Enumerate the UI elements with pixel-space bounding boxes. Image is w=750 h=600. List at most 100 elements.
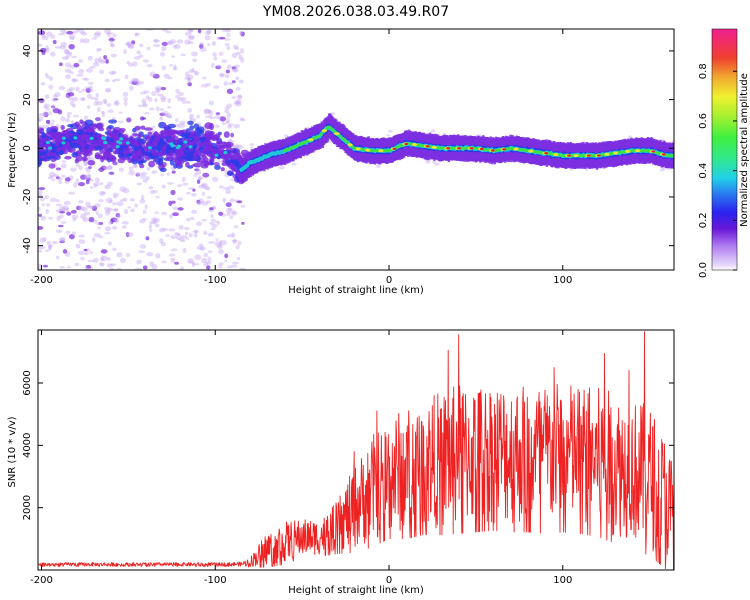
spectrogram-frame [37,28,675,271]
spectrogram-y-label: Frequency (Hz) [7,112,18,188]
spectrogram-noise-cell [69,71,75,74]
spectrogram-band-cell [154,158,164,163]
spectrogram-noise-cell [38,118,42,122]
spectrogram-noise-cell [57,224,64,228]
spectrogram-noise-cell [156,93,164,97]
spectrogram-noise-cell [175,235,182,240]
spectrogram-band-cell [630,149,635,153]
spectrogram-noise-cell [91,205,98,212]
spectrogram-noise-cell [49,197,57,203]
spectrogram-band-cell [147,131,153,136]
spectrogram-noise-cell [160,86,167,91]
spectrogram-noise-cell [70,209,77,214]
spectrogram-noise-cell [206,261,212,265]
spectrogram-band-cell [365,148,371,152]
spectrogram-noise-cell [227,123,234,127]
spectrogram-noise-cell [237,144,244,150]
spectrogram-band-cell [472,146,476,150]
spectrogram-band-cell [107,137,115,142]
spectrogram-noise-cell [184,231,189,236]
spectrogram-noise-cell [228,82,234,86]
spectrogram-noise-cell [218,249,224,255]
spectrogram-noise-cell [201,83,208,88]
spectrogram-noise-cell [154,211,159,214]
spectrogram-band-cell [76,129,85,136]
spectrogram-noise-cell [218,240,223,245]
spectrogram-noise-cell [234,101,242,107]
spectrogram-noise-cell [203,262,209,267]
spectrogram-noise-cell [127,43,135,49]
spectrogram-noise-cell [134,267,142,270]
spectrogram-band-cell [200,160,210,166]
spectrogram-noise-cell [151,264,158,270]
colorbar-tick-label: 0.6 [698,113,709,129]
spectrogram-noise-cell [187,257,194,264]
spectrogram-noise-cell [166,41,171,45]
spectrogram-noise-cell [90,97,97,100]
spectrogram-band-cell [137,133,142,138]
spectrogram-noise-cell [218,264,223,269]
spectrogram-noise-cell [185,237,189,240]
spectrogram-noise-cell [128,63,134,67]
spectrogram-noise-cell [150,189,155,195]
spectrogram-noise-cell [388,129,393,133]
spectrogram-band-cell [55,132,62,139]
spectrogram-noise-cell [98,56,102,62]
spectrogram-noise-cell [123,48,127,55]
spectrogram-noise-cell [63,200,71,206]
spectrogram-noise-cell [46,31,53,37]
spectrogram-band-cell [352,146,357,150]
spectrogram-band-cell [170,144,175,148]
spectrogram-noise-cell [161,45,167,52]
spectrogram-noise-cell [131,164,137,168]
spectrogram-noise-cell [51,119,55,123]
spectrogram-noise-cell [125,253,130,258]
spectrogram-noise-cell [89,88,94,93]
spectrogram-band-cell [143,127,153,131]
spectrogram-noise-cell [134,32,141,36]
spectrogram-noise-cell [99,59,105,63]
spectrogram-noise-cell [93,182,101,187]
spectrogram-noise-cell [231,66,237,70]
spectrogram-noise-cell [85,201,91,207]
spectrogram-noise-cell [192,230,200,234]
spectrogram-noise-cell [141,98,147,104]
spectrogram-band-cell [108,131,117,137]
spectrogram-noise-cell [199,41,204,46]
spectrogram-band-cell [73,136,78,140]
spectrogram-noise-cell [142,265,148,270]
spectrogram-noise-cell [43,111,49,118]
spectrogram-noise-cell [127,45,132,48]
spectrogram-noise-cell [176,184,183,188]
spectrogram-noise-cell [186,191,191,195]
spectrogram-band-cell [94,154,103,160]
spectrogram-noise-cell [135,78,140,83]
spectrogram-noise-cell [149,221,155,225]
spectrogram-noise-cell [126,41,130,47]
spectrogram-noise-cell [86,155,92,160]
spectrogram-band-cell [84,119,94,126]
spectrogram-noise-cell [278,165,285,170]
spectrogram-band-cell [75,154,83,162]
spectrogram-noise-cell [59,214,64,219]
spectrogram-noise-cell [139,244,147,249]
spectrogram-noise-cell [51,98,58,102]
spectrogram-noise-cell [185,217,191,222]
spectrogram-noise-cell [38,43,43,47]
spectrogram-noise-cell [48,84,54,90]
spectrogram-noise-cell [174,43,181,49]
spectrogram-noise-cell [211,176,219,182]
spectrogram-noise-cell [218,211,224,216]
spectrogram-noise-cell [64,62,72,68]
spectrogram-noise-cell [188,69,195,74]
spectrogram-noise-cell [106,184,111,190]
spectrogram-band-cell [392,147,397,150]
spectrogram-noise-cell [442,132,447,136]
spectrogram-y-tick-label: 20 [22,93,33,106]
spectrogram-noise-cell [114,218,119,224]
spectrogram-noise-cell [40,81,46,86]
spectrogram-noise-cell [89,186,94,189]
figure-title: YM08.2026.038.03.49.R07 [262,4,449,20]
spectrogram-noise-cell [229,198,235,203]
spectrogram-noise-cell [196,245,204,251]
